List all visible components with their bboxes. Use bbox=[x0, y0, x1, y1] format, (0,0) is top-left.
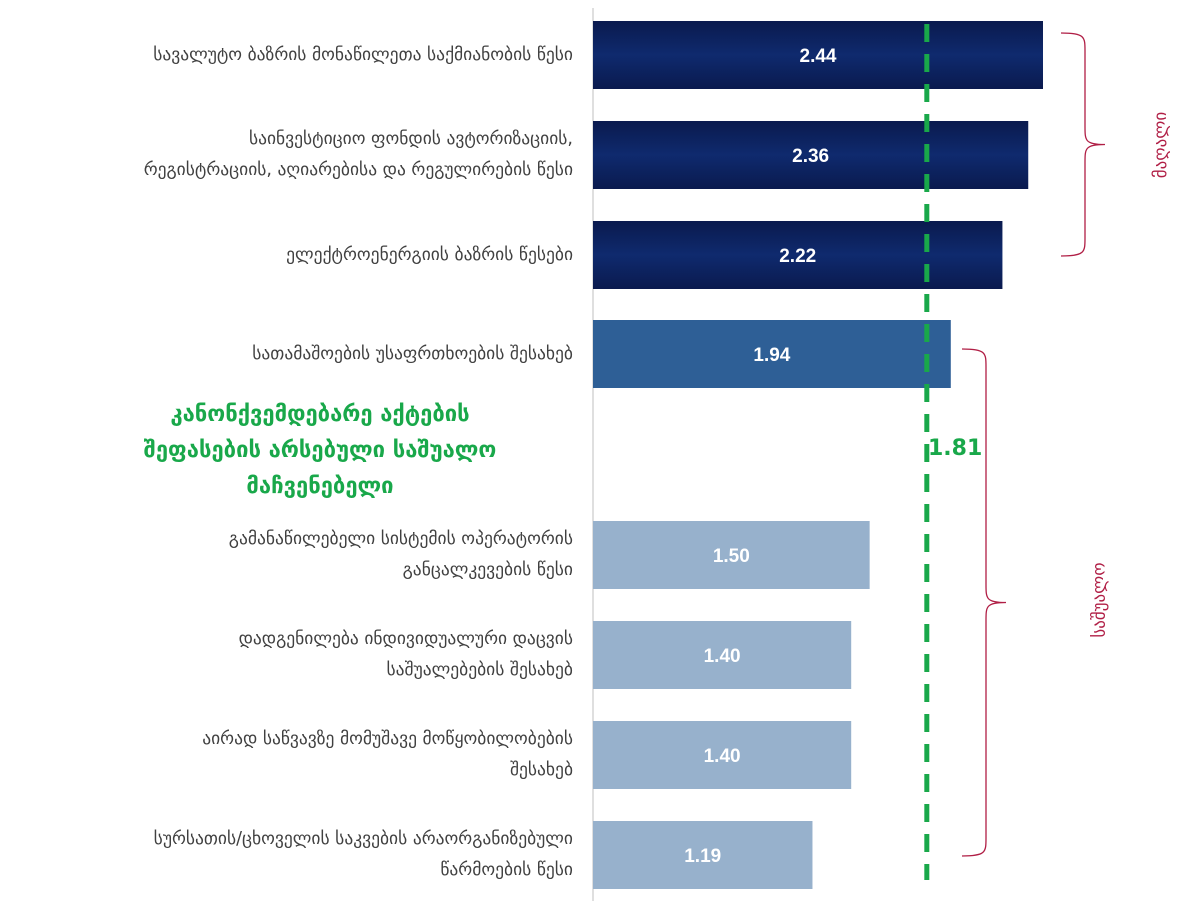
data-label-4: 1.94 bbox=[753, 345, 790, 366]
group-label-medium: საშუალო bbox=[1089, 562, 1110, 638]
bar-5 bbox=[593, 521, 870, 589]
bar-1 bbox=[593, 21, 1043, 89]
data-label-2: 2.36 bbox=[792, 146, 829, 167]
data-label-3: 2.22 bbox=[779, 246, 816, 267]
category-label-5: გამანაწილებელი სისტემის ოპერატორის განცალ… bbox=[228, 529, 573, 580]
bar-7 bbox=[593, 721, 852, 789]
group-label-high: მაღალი bbox=[1151, 111, 1172, 179]
data-label-6: 1.40 bbox=[704, 646, 741, 667]
data-label-8: 1.19 bbox=[684, 846, 721, 867]
average-note: კანონქვემდებარე აქტების შეფასების არსებულ… bbox=[143, 402, 497, 499]
bar-2 bbox=[593, 121, 1029, 189]
category-label-4: სათამაშოების უსაფრთხოების შესახებ bbox=[252, 343, 573, 364]
data-label-5: 1.50 bbox=[713, 546, 750, 567]
bar-3 bbox=[593, 221, 1003, 289]
category-label-8: სურსათის/ცხოველის საკვების არაორგანიზებუ… bbox=[153, 829, 573, 880]
category-label-2: საინვესტიციო ფონდის ავტორიზაციის, რეგისტრ… bbox=[143, 129, 573, 180]
bar-6 bbox=[593, 621, 852, 689]
category-label-1: სავალუტო ბაზრის მონაწილეთა საქმიანობის წ… bbox=[153, 44, 573, 65]
bracket-high bbox=[1060, 32, 1106, 257]
average-value-label: 1.81 bbox=[928, 436, 983, 461]
category-label-6: დადგენილება ინდივიდუალური დაცვის საშუალებ… bbox=[238, 629, 573, 680]
category-label-3: ელექტროენერგიის ბაზრის წესები bbox=[286, 244, 573, 265]
category-label-7: აირად საწვავზე მომუშავე მოწყობილობების შე… bbox=[202, 729, 573, 780]
bracket-medium bbox=[961, 348, 1007, 857]
bar-8 bbox=[593, 821, 813, 889]
bar-4 bbox=[593, 320, 951, 388]
data-label-1: 2.44 bbox=[800, 46, 837, 67]
data-label-7: 1.40 bbox=[704, 746, 741, 767]
